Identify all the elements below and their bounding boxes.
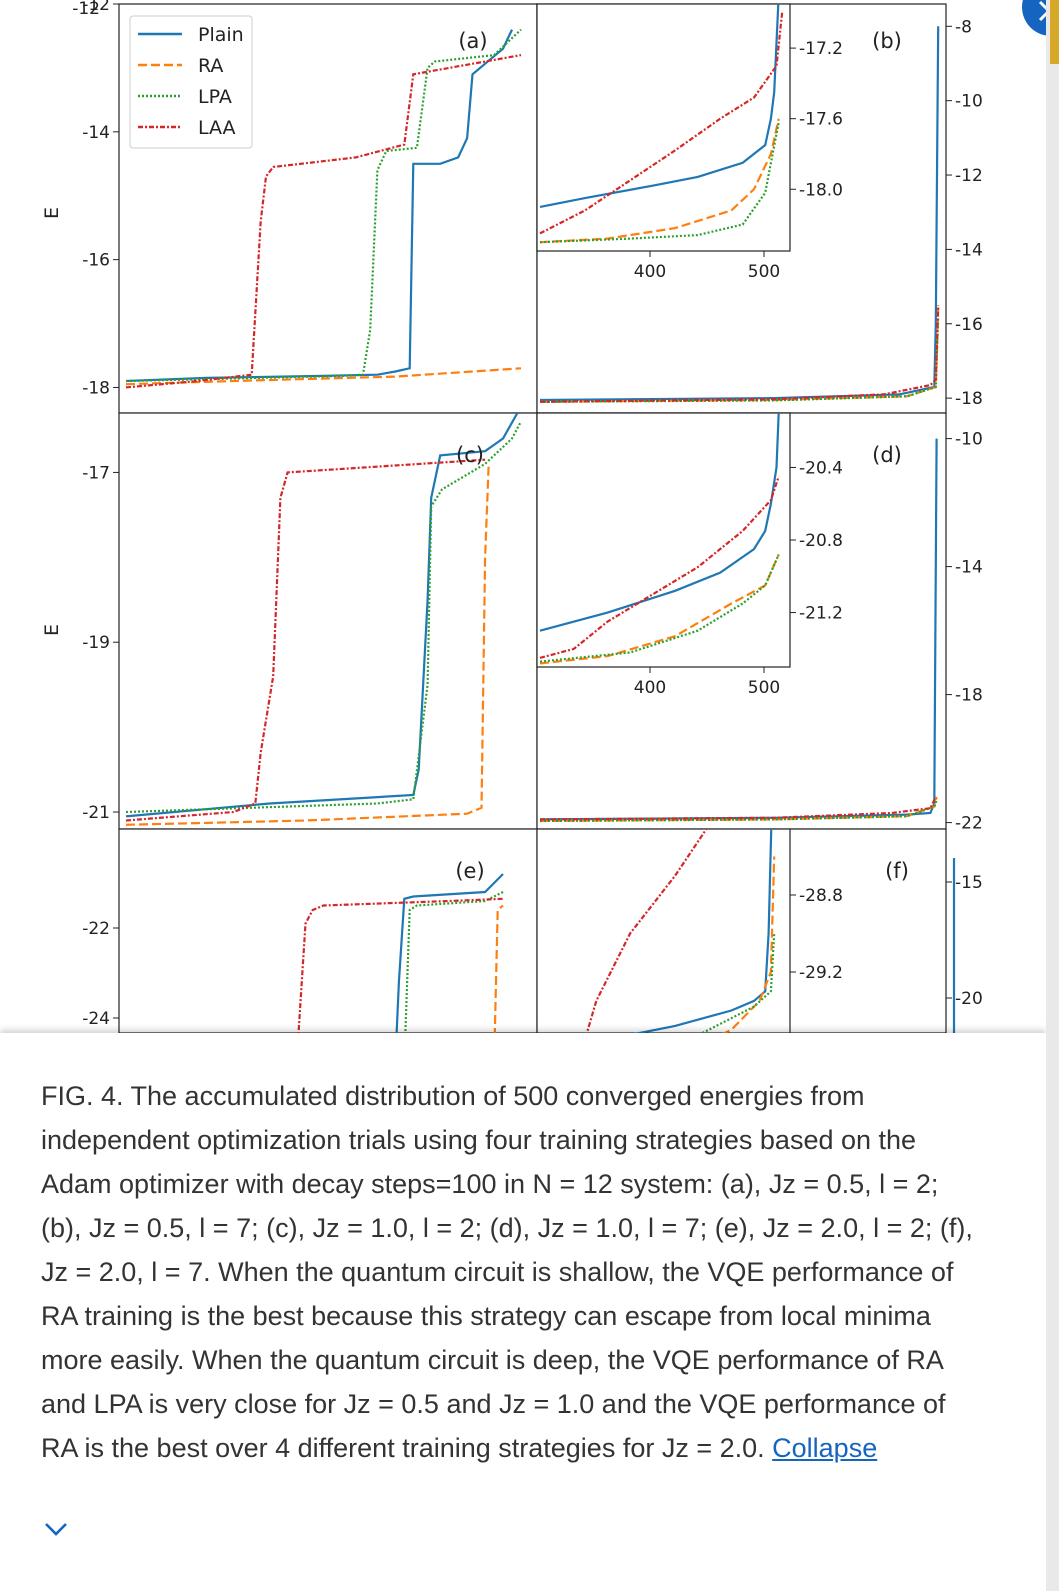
ytick-b: -12: [955, 166, 983, 186]
ytick-c: -17: [82, 463, 110, 483]
panel-left-frame-2: [118, 412, 538, 830]
ytick-e: -22: [82, 919, 110, 939]
figure-caption: FIG. 4. The accumulated distribution of …: [41, 1074, 981, 1470]
ytick-d: -18: [955, 686, 983, 706]
ytick-inset-d: -20.8: [799, 531, 843, 551]
inset-d-laa-line: [539, 476, 780, 659]
ytick-a: -12: [82, 0, 110, 15]
ytick-a: -14: [82, 123, 110, 143]
panel-right-frame-3: [536, 828, 947, 1033]
ytick-c: -19: [82, 633, 110, 653]
ytick-a: -18: [82, 378, 110, 398]
panel-e-lpa-line: [404, 891, 504, 1033]
ytick-b: -8: [955, 17, 972, 37]
legend-label-lpa: LPA: [198, 86, 232, 108]
panel-label-f: (f): [885, 859, 909, 883]
ytick-b: -16: [955, 315, 983, 335]
ytick-b: -18: [955, 389, 983, 409]
panel-a-lpa-line: [125, 28, 522, 383]
panel-e-ra-line: [493, 904, 504, 1033]
ytick-a-top: -12: [72, 0, 100, 19]
panel-c-plain-line: [125, 413, 519, 818]
xtick-inset-b: 500: [748, 262, 780, 282]
panel-a-ra-line: [125, 367, 522, 386]
ytick-d: -10: [955, 430, 983, 450]
ytick-a: -16: [82, 251, 110, 271]
panel-c-ra-line: [125, 463, 490, 826]
inset-f-laa-line: [585, 829, 708, 1033]
inset-d-lpa-line: [539, 554, 780, 663]
inset-b-laa-line: [539, 12, 784, 235]
inset-f-plain-line: [633, 829, 773, 1033]
inset-b-plain-line: [539, 4, 780, 208]
panel-b-plain-line: [539, 26, 940, 402]
panel-c-laa-line: [125, 458, 486, 822]
inset-b-ra-line: [539, 118, 780, 244]
panel-label-d: (d): [872, 443, 902, 467]
panel-d-lpa-line: [539, 799, 938, 823]
ytick-f: -20: [955, 989, 983, 1009]
ytick-inset-f: -28.8: [799, 886, 843, 906]
ylabel-E-2: E: [41, 624, 63, 636]
chevron-down-icon[interactable]: [44, 1520, 68, 1538]
ytick-d: -22: [955, 814, 983, 834]
inset-f-ra-line: [722, 856, 776, 1033]
ytick-inset-b: -18.0: [799, 180, 843, 200]
caption-card: [0, 1033, 1046, 1591]
panel-label-a: (a): [458, 29, 487, 53]
ytick-f: -15: [955, 873, 983, 893]
ytick-e: -24: [82, 1009, 110, 1029]
figure-4: -12 -14 -16 -18 -8 -10 -12 -14 -16 -18 400 500 -17.2…: [41, 0, 983, 1033]
ytick-b: -10: [955, 92, 983, 112]
ytick-inset-d: -20.4: [799, 458, 843, 478]
panel-label-b: (b): [872, 29, 902, 53]
inset-f-lpa-line: [700, 933, 776, 1033]
ytick-b: -14: [955, 240, 983, 260]
legend-label-laa: LAA: [198, 117, 236, 139]
xtick-inset-d: 500: [748, 678, 780, 698]
legend-label-ra: RA: [198, 55, 223, 77]
ytick-inset-b: -17.2: [799, 39, 843, 59]
ytick-inset-b: -17.6: [799, 110, 843, 130]
ytick-c: -21: [82, 803, 110, 823]
ytick-inset-f: -29.2: [799, 963, 843, 983]
inset-d-frame: [536, 412, 791, 668]
panel-left-frame-3: [118, 828, 538, 1033]
ytick-inset-d: -21.2: [799, 604, 843, 624]
panel-e-laa-line: [297, 897, 504, 1033]
collapse-link[interactable]: Collapse: [772, 1433, 878, 1463]
inset-b-lpa-line: [539, 121, 780, 244]
caption-body: FIG. 4. The accumulated distribution of …: [41, 1081, 973, 1463]
panel-c-lpa-line: [125, 420, 522, 814]
xtick-inset-d: 400: [634, 678, 666, 698]
legend-box: [129, 15, 253, 149]
panel-label-c: (c): [456, 443, 484, 467]
legend-label-plain: Plain: [198, 24, 244, 46]
panel-e-plain-line: [395, 873, 504, 1033]
panel-d-laa-line: [539, 796, 937, 821]
panel-a-laa-line: [125, 54, 522, 389]
inset-b-frame: [536, 3, 791, 252]
panel-label-e: (e): [455, 859, 484, 883]
edge-accent: [1050, 0, 1059, 64]
inset-d-plain-line: [539, 413, 780, 632]
panel-b-laa-line: [539, 305, 940, 403]
ylabel-E-1: E: [41, 207, 63, 219]
ytick-d: -14: [955, 558, 983, 578]
page-edge: [1046, 0, 1059, 1591]
xtick-inset-b: 400: [634, 262, 666, 282]
